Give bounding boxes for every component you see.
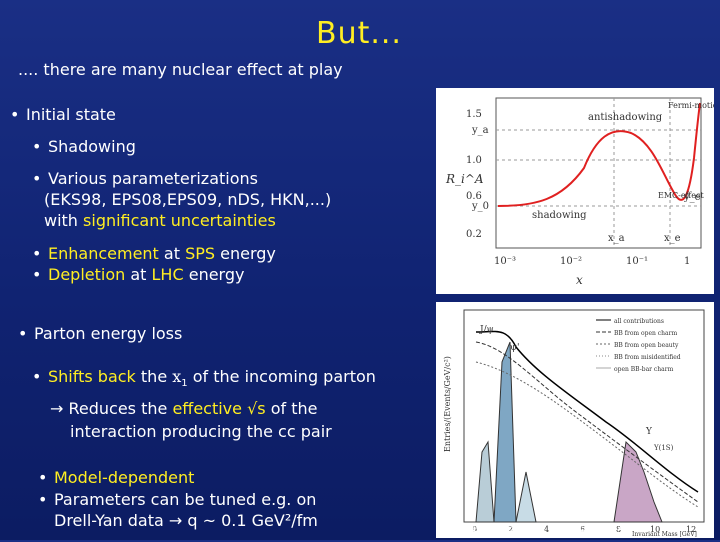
legend-item-2: BB from open charm: [614, 330, 677, 337]
bullet-initial-state: • Initial state: [10, 105, 116, 124]
dimuon-spectrum-figure: Entries/(Events/GeV/c²) J/ψ ψ' Υ Υ(1S) a…: [436, 302, 714, 538]
region-antishadowing: antishadowing: [588, 112, 663, 123]
xtick-1: 1: [684, 256, 690, 267]
xtick-6: 6: [580, 525, 585, 534]
depletion-word: Depletion: [48, 265, 126, 284]
upsilon-region-shape: [613, 440, 663, 523]
bullet-shadowing: • Shadowing: [32, 137, 136, 156]
slide-title: But...: [316, 16, 402, 51]
enhancement-end: energy: [215, 244, 276, 263]
ylabel-ya: y_a: [471, 125, 489, 136]
bullet-enhancement: • Enhancement at SPS energy: [32, 244, 276, 263]
mark-xa: x_a: [608, 233, 625, 244]
legend-item-1: all contributions: [614, 318, 664, 325]
sps-word: SPS: [185, 244, 216, 263]
xtick-12: 12: [686, 525, 696, 534]
ytick-0-2: 0.2: [466, 229, 482, 240]
reduce-end: of the: [265, 399, 318, 418]
model-dependent-word: Model-dependent: [54, 468, 195, 487]
reduce-line2: interaction producing the cc pair: [70, 422, 332, 441]
peak-shape-3: [515, 471, 537, 523]
param-line3-prefix: with: [44, 211, 84, 230]
bullet-model-dependent: • Model-dependent: [38, 468, 195, 487]
spectrum-curve-charm: [475, 341, 699, 503]
nuclear-pdf-figure: 1.5 1.0 0.6 0.2 y_a y_0 R_i^A 10⁻³ 10⁻² …: [436, 88, 720, 294]
yaxis-label: Entries/(Events/GeV/c²): [443, 356, 452, 452]
xtick-2: 2: [508, 525, 513, 534]
peak-label-upsilon-1s: Υ(1S): [653, 444, 674, 452]
xtick-0: 0: [472, 525, 477, 534]
initial-state-heading: Initial state: [26, 105, 116, 124]
peak-shape-1: [475, 440, 495, 523]
bullet-parameterizations: • Various parameterizations: [32, 169, 258, 188]
shift-mid: the: [135, 367, 173, 386]
ytick-0-6: 0.6: [466, 191, 482, 202]
bullet-depletion: • Depletion at LHC energy: [32, 265, 245, 284]
legend-item-5: open BB-bar charm: [614, 366, 674, 373]
mark-xe: x_e: [664, 233, 681, 244]
citation-text: F. Arleo, JHEP 0211 (2002) 044: [442, 521, 626, 535]
slide-subtitle: .... there are many nuclear effect at pl…: [18, 60, 343, 79]
ytick-1-0: 1.0: [466, 155, 482, 166]
yaxis-label: R_i^A: [445, 172, 484, 186]
xtick-4: 4: [544, 525, 549, 534]
xtick-1e-2: 10⁻²: [560, 256, 582, 267]
omega-annotation: ωc=0.5×q×L²: [582, 384, 668, 398]
x1-variable: x: [172, 367, 182, 386]
enhancement-word: Enhancement: [48, 244, 159, 263]
region-fermi-motion: Fermi-motion: [668, 101, 714, 110]
shadowing-text: Shadowing: [48, 137, 136, 156]
xtick-1e-1: 10⁻¹: [626, 256, 648, 267]
mark-ye: y_e: [683, 192, 701, 203]
xaxis-label: Invariant Mass [GeV]: [632, 531, 697, 538]
dimuon-spectrum-plot: Entries/(Events/GeV/c²) J/ψ ψ' Υ Υ(1S) a…: [436, 302, 714, 538]
reduce-prefix: Reduces the: [68, 399, 173, 418]
xtick-10: 10: [650, 525, 660, 534]
enhancement-mid: at: [158, 244, 186, 263]
peak-label-upsilon: Υ: [645, 427, 653, 437]
xtick-1e-3: 10⁻³: [494, 256, 516, 267]
reduces-line: → Reduces the effective √s of the: [50, 398, 317, 419]
legend-item-4: BB from misidentified: [614, 354, 681, 361]
spectrum-curve-all: [475, 330, 699, 493]
peak-label-psiprime: ψ': [510, 343, 520, 353]
xtick-8: 8: [616, 525, 621, 534]
nuclear-modification-curve: [497, 102, 701, 207]
region-shadowing: shadowing: [532, 210, 587, 221]
arrow-right-icon: →: [50, 399, 69, 418]
region-emc-effect: EMC-effect: [658, 191, 704, 200]
x1-subscript: 1: [181, 378, 188, 390]
peak-label-jpsi: J/ψ: [479, 325, 494, 335]
bullet-parton-loss: • Parton energy loss: [18, 324, 183, 343]
params-tuned-line1: Parameters can be tuned e.g. on: [54, 490, 317, 509]
depletion-end: energy: [183, 265, 245, 284]
figure2-legend: all contributions BB from open charm BB …: [596, 318, 681, 373]
ylabel-y0: y_0: [471, 201, 489, 212]
parton-loss-heading: Parton energy loss: [34, 324, 183, 343]
legend-item-3: BB from open beauty: [614, 342, 679, 349]
lhc-word: LHC: [151, 265, 184, 284]
bullet-shifts-back: • Shifts back the x1 of the incoming part…: [32, 367, 376, 390]
depletion-mid: at: [125, 265, 152, 284]
shift-end: of the incoming parton: [187, 367, 376, 386]
ytick-1-5: 1.5: [466, 109, 482, 120]
param-line3-highlight: significant uncertainties: [83, 211, 276, 230]
param-line1: Various parameterizations: [48, 169, 258, 188]
xaxis-label: x: [576, 273, 583, 287]
nuclear-pdf-plot: 1.5 1.0 0.6 0.2 y_a y_0 R_i^A 10⁻³ 10⁻² …: [436, 88, 720, 294]
params-tuned-line2: Drell-Yan data → q ~ 0.1 GeV²/fm: [54, 511, 318, 530]
effective-sqrt-s: effective √s: [172, 399, 266, 418]
peak-shape-2: [493, 341, 517, 523]
shifts-back-word: Shifts back: [48, 367, 136, 386]
param-line3: with significant uncertainties: [44, 210, 276, 231]
param-line2: (EKS98, EPS08,EPS09, nDS, HKN,...): [44, 190, 332, 209]
bullet-parameters-tuned: • Parameters can be tuned e.g. on: [38, 490, 317, 509]
